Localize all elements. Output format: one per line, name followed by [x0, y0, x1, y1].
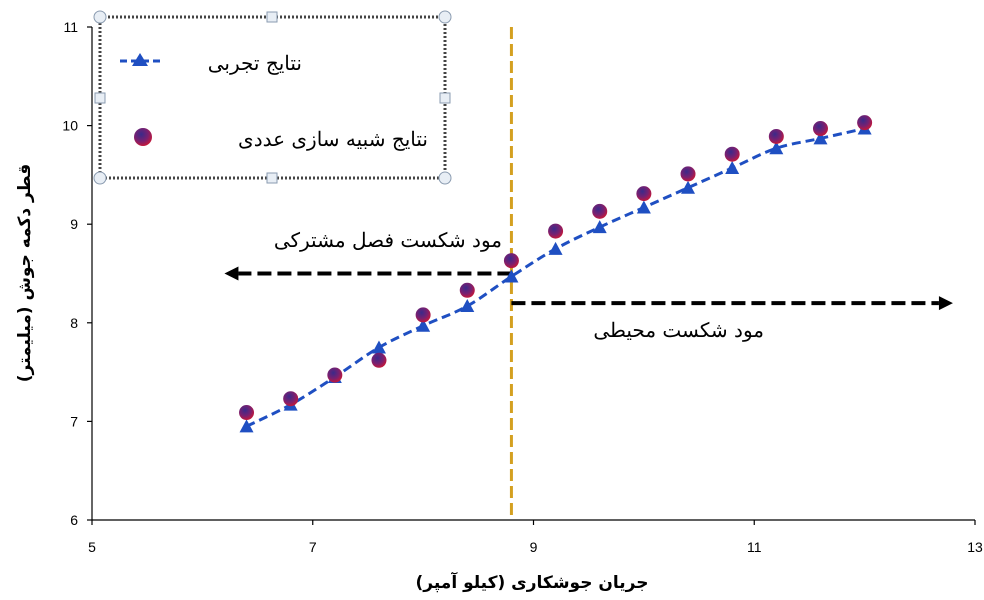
legend-handle[interactable] — [438, 10, 452, 24]
simulation-point — [459, 282, 475, 298]
simulation-point — [283, 391, 299, 407]
legend-handle[interactable] — [93, 171, 107, 185]
simulation-point — [548, 223, 564, 239]
x-tick-label: 13 — [967, 539, 983, 555]
x-ticks: 5 7 9 11 13 — [88, 520, 983, 555]
annotation-arrow-head — [224, 266, 239, 281]
annotation-arrow-head — [938, 296, 953, 311]
x-axis-title: جریان جوشکاری (کیلو آمپر) — [416, 571, 649, 593]
legend-handle[interactable] — [266, 11, 278, 23]
y-tick-label: 11 — [63, 19, 78, 35]
legend-simulation-swatch-marker — [134, 128, 152, 146]
annotation-arrows — [224, 266, 953, 311]
experimental-point — [769, 141, 784, 155]
experimental-point — [548, 241, 563, 255]
legend-experimental-label: نتایج تجربی — [208, 51, 302, 75]
y-tick-label: 10 — [62, 118, 78, 134]
simulation-point — [371, 352, 387, 368]
experimental-point — [371, 340, 386, 354]
experimental-point — [725, 160, 740, 174]
y-tick-label: 8 — [70, 315, 78, 331]
simulation-point — [592, 203, 608, 219]
legend-box[interactable] — [98, 15, 447, 180]
series-experimental-markers — [239, 121, 872, 433]
simulation-point — [724, 146, 740, 162]
legend-simulation-label: نتایج شبیه سازی عددی — [238, 127, 428, 151]
experimental-point — [504, 269, 519, 283]
y-axis-title: قطر دکمه جوش (میلیمتر) — [15, 164, 35, 383]
experimental-point — [636, 200, 651, 214]
x-tick-label: 11 — [747, 539, 762, 555]
legend-handle[interactable] — [438, 171, 452, 185]
simulation-point — [857, 115, 873, 131]
experimental-point — [813, 131, 828, 145]
x-tick-label: 9 — [530, 539, 538, 555]
legend-handle[interactable] — [439, 92, 451, 104]
y-tick-label: 6 — [70, 512, 78, 528]
experimental-point — [416, 318, 431, 332]
series-simulation-markers — [239, 115, 873, 421]
simulation-point — [415, 307, 431, 323]
annotation-pullout-failure-mode: مود شکست محیطی — [593, 318, 764, 342]
legend-handle[interactable] — [94, 92, 106, 104]
legend-handle[interactable] — [266, 172, 278, 184]
y-tick-label: 9 — [70, 216, 78, 232]
y-ticks: 6 7 8 9 10 11 — [62, 19, 92, 528]
simulation-point — [239, 405, 255, 421]
legend[interactable]: نتایج تجربی نتایج شبیه سازی عددی — [93, 10, 452, 185]
simulation-point — [636, 186, 652, 202]
legend-experimental-swatch-marker — [132, 53, 148, 66]
annotation-interfacial-failure-mode: مود شکست فصل مشترکی — [274, 228, 502, 252]
y-tick-label: 7 — [70, 413, 78, 429]
simulation-point — [680, 166, 696, 182]
x-tick-label: 7 — [309, 539, 317, 555]
simulation-point — [768, 128, 784, 144]
experimental-point — [681, 180, 696, 194]
experimental-point — [460, 299, 475, 313]
simulation-point — [503, 253, 519, 269]
experimental-point — [592, 220, 607, 234]
legend-handle[interactable] — [93, 10, 107, 24]
experimental-point — [239, 419, 254, 433]
simulation-point — [327, 367, 343, 383]
x-tick-label: 5 — [88, 539, 96, 555]
simulation-point — [812, 121, 828, 137]
